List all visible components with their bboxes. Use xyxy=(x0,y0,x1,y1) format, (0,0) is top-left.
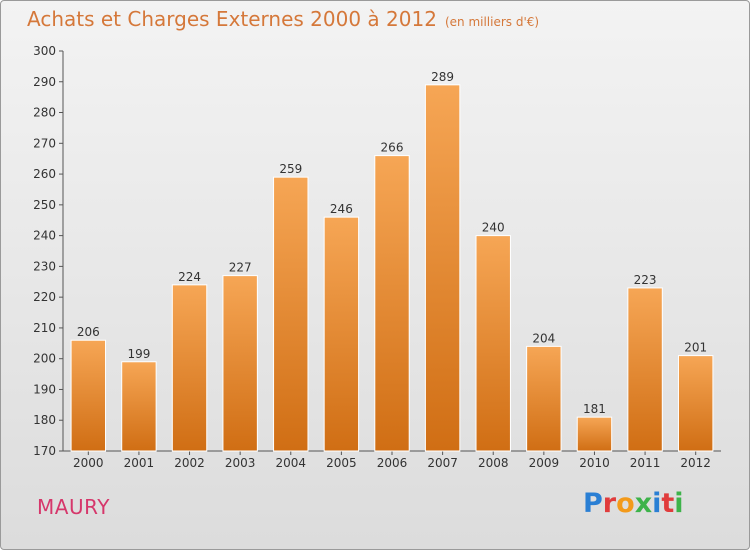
chart-subtitle: (en milliers d'€) xyxy=(444,15,540,29)
data-label: 223 xyxy=(634,273,657,287)
logo-letter: x xyxy=(634,488,653,519)
chart-value-labels: 206 199 224 227 259 246 266 289 240 204 181 223 201 xyxy=(77,70,707,416)
y-tick-label: 170 xyxy=(33,444,56,458)
logo-letter: t xyxy=(661,488,675,519)
y-tick-label: 270 xyxy=(33,136,56,150)
x-tick-label: 2012 xyxy=(680,456,711,470)
data-label: 266 xyxy=(381,141,404,155)
data-label: 289 xyxy=(431,70,454,84)
logo-letter: i xyxy=(652,488,662,519)
data-label: 240 xyxy=(482,221,505,235)
x-tick-label: 2009 xyxy=(529,456,560,470)
bar xyxy=(475,235,511,452)
logo-letter: P xyxy=(583,488,603,519)
bar xyxy=(627,287,663,452)
y-tick-label: 300 xyxy=(33,44,56,58)
data-label: 201 xyxy=(684,341,707,355)
logo-letter: r xyxy=(602,488,617,519)
y-tick-label: 250 xyxy=(33,198,56,212)
bar xyxy=(374,155,410,452)
y-tick-label: 210 xyxy=(33,321,56,335)
logo-letter: o xyxy=(616,488,635,519)
chart-title-block: Achats et Charges Externes 2000 à 2012 (e… xyxy=(27,7,539,31)
data-label: 206 xyxy=(77,325,100,339)
bar xyxy=(222,275,258,452)
y-tick-label: 230 xyxy=(33,259,56,273)
bar xyxy=(526,345,562,452)
place-name: MAURY xyxy=(37,495,110,519)
y-tick-label: 260 xyxy=(33,167,56,181)
x-tick-label: 2010 xyxy=(579,456,610,470)
y-tick-label: 220 xyxy=(33,290,56,304)
data-label: 259 xyxy=(279,162,302,176)
x-tick-label: 2007 xyxy=(427,456,458,470)
proxiti-logo: Proxiti xyxy=(583,488,684,519)
chart-title: Achats et Charges Externes 2000 à 2012 xyxy=(27,7,437,31)
y-tick-label: 280 xyxy=(33,106,56,120)
logo-letter: i xyxy=(674,488,684,519)
chart-bars xyxy=(70,84,714,452)
x-tick-label: 2003 xyxy=(225,456,256,470)
bar xyxy=(121,361,157,452)
bar xyxy=(273,176,309,452)
y-tick-label: 240 xyxy=(33,229,56,243)
bar xyxy=(171,284,208,452)
data-label: 227 xyxy=(229,261,252,275)
bar xyxy=(576,416,613,452)
bar xyxy=(424,84,461,452)
x-tick-label: 2001 xyxy=(124,456,155,470)
y-tick-label: 290 xyxy=(33,75,56,89)
y-tick-label: 190 xyxy=(33,382,56,396)
chart-axes: 170 180 190 200 210 220 230 240 250 260 270 280 290 3… xyxy=(33,44,721,470)
x-tick-label: 2011 xyxy=(630,456,661,470)
data-label: 246 xyxy=(330,202,353,216)
x-tick-label: 2002 xyxy=(174,456,205,470)
bar xyxy=(677,355,714,452)
x-tick-label: 2006 xyxy=(377,456,408,470)
data-label: 199 xyxy=(127,347,150,361)
y-tick-label: 200 xyxy=(33,352,56,366)
x-tick-label: 2008 xyxy=(478,456,509,470)
x-tick-label: 2005 xyxy=(326,456,357,470)
x-tick-label: 2004 xyxy=(275,456,306,470)
data-label: 204 xyxy=(532,331,555,345)
x-tick-label: 2000 xyxy=(73,456,104,470)
y-tick-label: 180 xyxy=(33,413,56,427)
data-label: 224 xyxy=(178,270,201,284)
bar xyxy=(323,216,360,452)
bar xyxy=(70,339,107,452)
data-label: 181 xyxy=(583,402,606,416)
